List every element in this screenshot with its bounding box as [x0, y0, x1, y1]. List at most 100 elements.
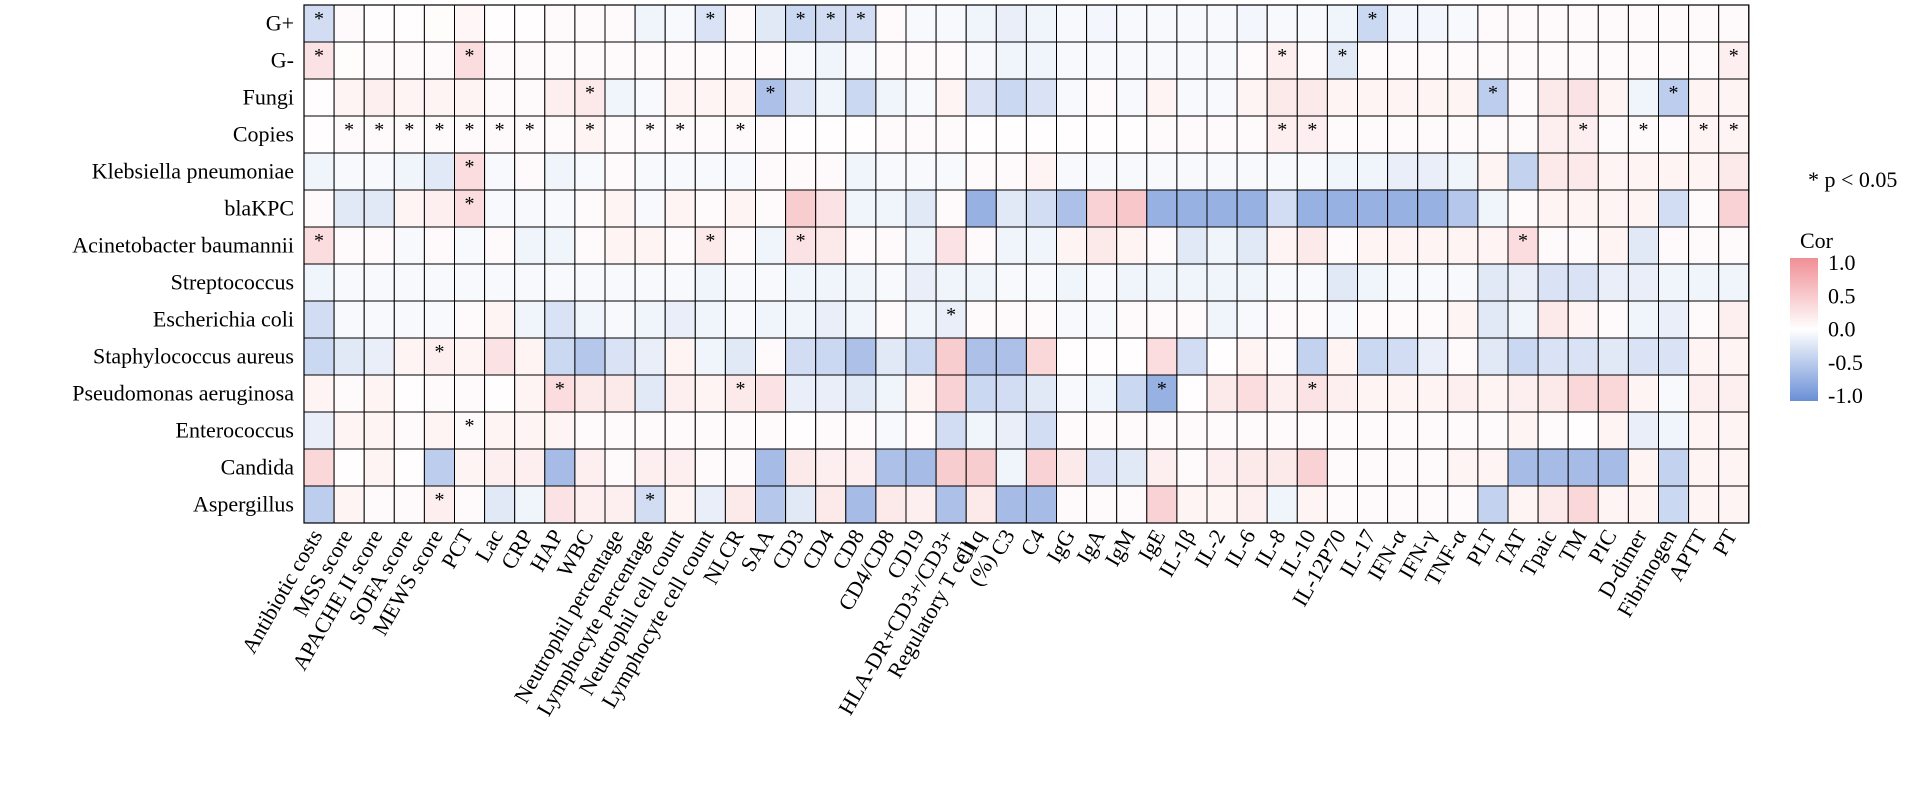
heatmap-cell: [1537, 152, 1569, 191]
heatmap-cell: [604, 115, 636, 154]
heatmap-cell: [1417, 78, 1449, 117]
heatmap-cell: [755, 448, 787, 487]
heatmap-cell: [1086, 448, 1118, 487]
heatmap-cell: [1718, 4, 1750, 43]
heatmap-cell: [1718, 337, 1750, 376]
heatmap-cell: [393, 448, 425, 487]
heatmap-cell: [1357, 4, 1389, 43]
significance-star: *: [1337, 45, 1347, 67]
heatmap-cell: [965, 115, 997, 154]
legend-title: Cor: [1800, 228, 1834, 253]
heatmap-cell: [363, 115, 395, 154]
heatmap-cell: [1146, 300, 1178, 339]
heatmap-cell: [1116, 41, 1148, 80]
significance-star: *: [1518, 230, 1528, 252]
heatmap-cell: [935, 41, 967, 80]
heatmap-cell: [484, 78, 516, 117]
heatmap-cell: [1116, 226, 1148, 265]
heatmap-cell: [1387, 4, 1419, 43]
heatmap-cell: [1116, 152, 1148, 191]
row-label: Streptococcus: [171, 270, 294, 295]
row-label: G+: [266, 11, 294, 36]
heatmap-cell: [1447, 152, 1479, 191]
heatmap-cell: [393, 152, 425, 191]
heatmap-cell: [1025, 263, 1058, 302]
heatmap-cell: [574, 41, 606, 80]
heatmap-cell: [1627, 78, 1660, 117]
heatmap-cell: [694, 226, 726, 265]
heatmap-cell: [1176, 41, 1208, 80]
significance-star: *: [585, 82, 595, 104]
heatmap-cell: [995, 300, 1027, 339]
heatmap-cell: [454, 448, 486, 487]
heatmap-cell: [1296, 189, 1328, 228]
heatmap-cell: [333, 78, 365, 117]
significance-star: *: [404, 119, 414, 141]
heatmap-cell: [1086, 189, 1118, 228]
heatmap-cell: [785, 337, 817, 376]
heatmap-cell: [1116, 189, 1148, 228]
heatmap-cell: [995, 337, 1027, 376]
heatmap-cell: [1537, 115, 1569, 154]
heatmap-cell: [514, 263, 546, 302]
heatmap-cell: [454, 300, 486, 339]
column-label-line: TM: [1553, 525, 1591, 566]
heatmap-cell: [1417, 337, 1449, 376]
heatmap-cell: [634, 300, 666, 339]
heatmap-cell: [1086, 300, 1118, 339]
heatmap-cell: [1326, 300, 1359, 339]
heatmap-cell: [1597, 448, 1629, 487]
heatmap-cell: [423, 485, 455, 524]
heatmap-cell: [905, 152, 937, 191]
heatmap-cell: [1116, 411, 1148, 450]
heatmap-cell: [845, 115, 877, 154]
heatmap-cell: [995, 4, 1027, 43]
heatmap-cell: [484, 485, 516, 524]
heatmap-cell: [1266, 189, 1298, 228]
heatmap-cell: [815, 374, 847, 413]
heatmap-cell: [905, 374, 937, 413]
heatmap-cell: [1025, 485, 1058, 524]
heatmap-cell: [664, 411, 696, 450]
heatmap-cell: [1236, 115, 1268, 154]
heatmap-cell: [1417, 448, 1449, 487]
heatmap-cell: [363, 263, 395, 302]
heatmap-cell: [1236, 374, 1268, 413]
heatmap-cell: [423, 300, 455, 339]
heatmap-cell: [1627, 411, 1660, 450]
heatmap-cell: [1537, 41, 1569, 80]
heatmap-cell: [1357, 448, 1389, 487]
heatmap-cell: [1688, 4, 1720, 43]
heatmap-cell: [995, 226, 1027, 265]
column-label: C3: [985, 525, 1019, 560]
heatmap-cell: [1296, 485, 1328, 524]
heatmap-cell: [1296, 41, 1328, 80]
heatmap-cell: [423, 374, 455, 413]
heatmap-cell: [845, 41, 877, 80]
heatmap-cell: [1447, 78, 1479, 117]
heatmap-cell: [1236, 189, 1268, 228]
heatmap-cell: [1627, 300, 1660, 339]
heatmap-cell: [1688, 78, 1720, 117]
heatmap-cell: [514, 189, 546, 228]
heatmap-cell: [1658, 4, 1690, 43]
heatmap-cell: [1567, 78, 1599, 117]
heatmap-cell: [1236, 485, 1268, 524]
heatmap-cell: [454, 4, 486, 43]
heatmap-cell: [1206, 374, 1238, 413]
heatmap-cell: [484, 4, 516, 43]
heatmap-cell: [1056, 226, 1088, 265]
heatmap-cell: [574, 448, 606, 487]
heatmap-cell: [1688, 189, 1720, 228]
heatmap-cell: [694, 189, 726, 228]
heatmap-cell: [423, 78, 455, 117]
row-label: Staphylococcus aureus: [93, 344, 294, 369]
heatmap-cell: [1296, 226, 1328, 265]
significance-star: *: [1699, 119, 1709, 141]
heatmap-cell: [1507, 411, 1539, 450]
heatmap-cell: [875, 448, 907, 487]
heatmap-cell: [1056, 337, 1088, 376]
column-label: PLT: [1461, 525, 1501, 570]
heatmap-cell: [1688, 41, 1720, 80]
column-label-line: IL-6: [1219, 525, 1260, 571]
